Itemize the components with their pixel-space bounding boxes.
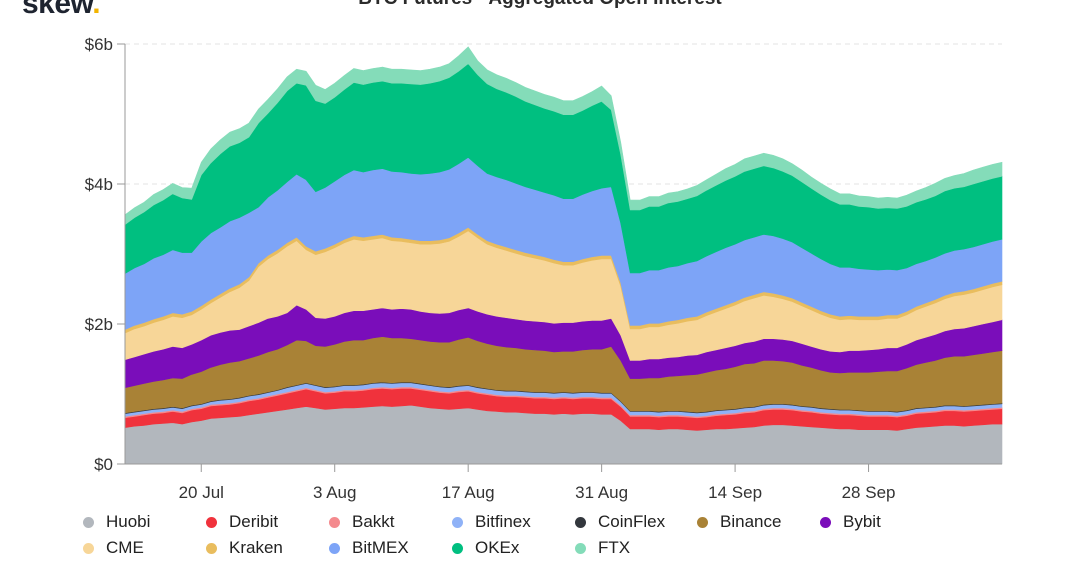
stacked-areas (124, 46, 1003, 465)
legend-item-kraken[interactable]: Kraken (206, 538, 283, 558)
legend-swatch (206, 542, 217, 554)
legend-item-okex[interactable]: OKEx (452, 538, 519, 558)
legend-item-bitmex[interactable]: BitMEX (329, 538, 409, 558)
legend-item-huobi[interactable]: Huobi (83, 512, 150, 532)
y-tick-label: $6b (85, 35, 113, 54)
x-tick-label: 14 Sep (708, 483, 762, 502)
open-interest-chart: $0 $2b $4b $6b 20 Jul 3 Aug 17 Aug 31 Aug 14 Sep… (85, 35, 1003, 502)
legend-label: Kraken (229, 538, 283, 557)
x-tick-label: 17 Aug (442, 483, 495, 502)
skew-logo: skew. (22, 0, 101, 20)
legend-swatch (206, 516, 217, 528)
x-tick-label: 28 Sep (842, 483, 896, 502)
legend-label: Bybit (843, 512, 881, 531)
legend-label: BitMEX (352, 538, 409, 557)
legend-label: Huobi (106, 512, 151, 531)
legend-item-deribit[interactable]: Deribit (206, 512, 278, 532)
legend-item-bitfinex[interactable]: Bitfinex (452, 512, 531, 532)
axes: $0 $2b $4b $6b 20 Jul 3 Aug 17 Aug 31 Aug 14 Sep… (85, 35, 1002, 502)
legend-swatch (329, 542, 340, 554)
y-tick-label: $4b (85, 175, 113, 194)
legend-label: OKEx (475, 538, 520, 557)
legend-swatch (329, 516, 340, 528)
legend-item-cme[interactable]: CME (83, 538, 144, 558)
legend-swatch (452, 542, 463, 554)
legend-item-bybit[interactable]: Bybit (820, 512, 881, 532)
legend-item-coinflex[interactable]: CoinFlex (575, 512, 665, 532)
legend-swatch (83, 542, 94, 554)
legend-swatch (820, 516, 831, 528)
y-tick-label: $2b (85, 315, 113, 334)
legend-item-ftx[interactable]: FTX (575, 538, 630, 558)
x-tick-label: 20 Jul (179, 483, 224, 502)
legend-label: Bakkt (352, 512, 395, 531)
legend-label: CME (106, 538, 144, 557)
y-tick-label: $0 (94, 455, 113, 474)
legend-label: FTX (598, 538, 631, 557)
legend-label: Bitfinex (475, 512, 531, 531)
chart-title: BTC Futures - Aggregated Open Interest (0, 0, 1080, 10)
legend-swatch (83, 516, 94, 528)
legend-swatch (575, 542, 586, 554)
legend-label: CoinFlex (598, 512, 666, 531)
legend-item-binance[interactable]: Binance (697, 512, 781, 532)
legend-swatch (452, 516, 463, 528)
legend-item-bakkt[interactable]: Bakkt (329, 512, 395, 532)
x-tick-label: 31 Aug (575, 483, 628, 502)
legend-swatch (697, 516, 708, 528)
legend-label: Binance (720, 512, 782, 531)
legend: Huobi Deribit Bakkt Bitfinex CoinFlex Binance… (0, 512, 1080, 572)
legend-label: Deribit (229, 512, 279, 531)
area-series-ftx (124, 46, 1003, 226)
legend-swatch (575, 516, 586, 528)
x-tick-label: 3 Aug (313, 483, 357, 502)
